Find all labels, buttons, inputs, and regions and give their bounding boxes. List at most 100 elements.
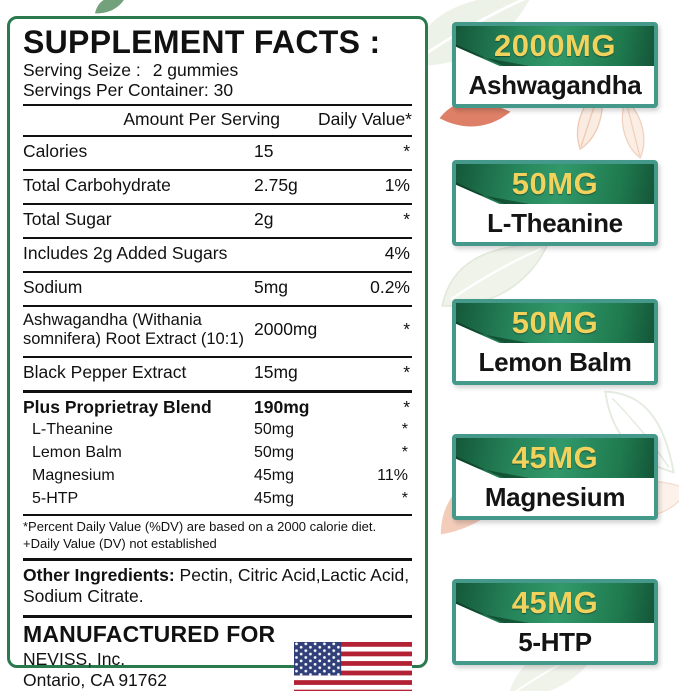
servings-per-container: Servings Per Container: 30 — [23, 80, 412, 101]
badge-l-theanine: 50MG L-Theanine — [452, 160, 658, 246]
badge-amount: 45MG — [511, 440, 599, 475]
footnote-line1: *Percent Daily Value (%DV) are based on … — [23, 518, 377, 534]
nutrient-dv: * — [403, 319, 410, 340]
nutrient-amount: 5mg — [254, 276, 289, 297]
divider — [23, 134, 412, 137]
badge-amount: 50MG — [511, 305, 599, 340]
supplement-facts-panel: SUPPLEMENT FACTS : Serving Seize : 2 gumm… — [7, 16, 428, 691]
blend-item-name: 5-HTP — [32, 490, 79, 508]
badge-ribbon: 45MG — [456, 583, 654, 623]
nutrient-dv: 1% — [384, 174, 410, 195]
blend-item-amount: 50mg — [254, 421, 295, 439]
nutrient-row: Ashwagandha (Withania somnifera) Root Ex… — [23, 307, 412, 353]
divider — [23, 103, 412, 106]
nutrient-name: Total Carbohydrate — [23, 174, 171, 195]
column-header-amount: Amount Per Serving — [123, 108, 280, 129]
nutrient-dv: * — [403, 208, 410, 229]
divider-thick — [23, 389, 412, 393]
badge-ribbon: 50MG — [456, 303, 654, 343]
blend-item-row: 5-HTP 45mg * — [23, 488, 412, 511]
nutrient-amount: 2g — [254, 208, 274, 229]
blend-amount: 190mg — [254, 396, 310, 417]
nutrient-dv: 4% — [384, 242, 410, 263]
footnote: *Percent Daily Value (%DV) are based on … — [23, 516, 412, 555]
badge-name: Lemon Balm — [478, 347, 632, 377]
nutrient-amount: 15 — [254, 140, 274, 161]
blend-item-row: L-Theanine 50mg * — [23, 419, 412, 442]
nutrient-amount: 2.75g — [254, 174, 298, 195]
divider — [23, 355, 412, 358]
nutrient-name: Sodium — [23, 276, 83, 297]
nutrient-dv: 0.2% — [370, 276, 410, 297]
nutrient-amount: 2000mg — [254, 319, 318, 340]
badge-magnesium: 45MG Magnesium — [452, 434, 658, 520]
nutrient-amount: 15mg — [254, 361, 298, 382]
blend-item-dv: * — [401, 421, 408, 439]
divider — [23, 202, 412, 205]
badge-5-htp: 45MG 5-HTP — [452, 579, 658, 665]
badge-amount: 45MG — [511, 585, 599, 620]
servings-value: 30 — [213, 80, 234, 101]
divider — [23, 270, 412, 273]
blend-item-amount: 45mg — [254, 490, 295, 508]
badge-ribbon: 2000MG — [456, 26, 654, 66]
manufactured-heading: MANUFACTURED FOR — [23, 621, 276, 648]
nutrient-dv: * — [403, 361, 410, 382]
servings-label: Servings Per Container: — [23, 80, 209, 101]
nutrient-dv: * — [403, 140, 410, 161]
divider — [23, 304, 412, 307]
nutrient-name: Ashwagandha (Withania somnifera) Root Ex… — [23, 310, 244, 348]
leaf-decoration — [95, 0, 124, 14]
other-ingredients-label: Other Ingredients: — [23, 564, 175, 585]
divider — [23, 236, 412, 239]
blend-item-row: Lemon Balm 50mg * — [23, 442, 412, 465]
blend-item-amount: 50mg — [254, 444, 295, 462]
badge-name: Magnesium — [484, 482, 626, 512]
us-flag — [294, 642, 412, 691]
nutrient-row: Total Sugar 2g * — [23, 205, 412, 234]
company-name: NEVISS, Inc. — [23, 649, 126, 670]
other-ingredients-text: Pectin, Citric Acid,Lactic Acid, Sodium … — [23, 564, 410, 607]
blend-name: Plus Proprietray Blend — [23, 396, 212, 417]
blend-item-dv: 11% — [377, 467, 408, 485]
facts-title: SUPPLEMENT FACTS : — [23, 24, 381, 60]
serving-size-label: Serving Seize : — [23, 59, 141, 80]
serving-size-value: 2 gummies — [152, 59, 239, 80]
badge-ribbon: 50MG — [456, 164, 654, 204]
column-header-daily-value: Daily Value* — [317, 108, 412, 129]
badge-ashwagandha: 2000MG Ashwagandha — [452, 22, 658, 108]
blend-item-name: Lemon Balm — [32, 444, 122, 462]
nutrient-name: Calories — [23, 140, 88, 161]
blend-item-amount: 45mg — [254, 467, 295, 485]
manufactured-for-section: MANUFACTURED FOR NEVISS, Inc. Ontario, C… — [23, 618, 412, 691]
badge-lemon-balm: 50MG Lemon Balm — [452, 299, 658, 385]
blend-dv: * — [403, 396, 410, 417]
badge-ribbon: 45MG — [456, 438, 654, 478]
divider-thick — [23, 615, 412, 619]
blend-item-name: Magnesium — [32, 467, 115, 485]
divider — [23, 168, 412, 171]
footnote-line2: +Daily Value (DV) not established — [23, 535, 217, 551]
badge-name: L-Theanine — [487, 208, 623, 238]
column-headers: Amount Per Serving Daily Value* — [23, 106, 412, 132]
blend-item-row: Magnesium 45mg 11% — [23, 465, 412, 488]
nutrient-row: Black Pepper Extract 15mg * — [23, 358, 412, 387]
divider — [23, 513, 412, 516]
blend-item-dv: * — [401, 490, 408, 508]
badge-name: Ashwagandha — [468, 70, 642, 100]
nutrient-name: Total Sugar — [23, 208, 112, 229]
blend-item-name: L-Theanine — [32, 421, 113, 439]
nutrient-row: Sodium 5mg 0.2% — [23, 273, 412, 302]
nutrient-name: Black Pepper Extract — [23, 361, 187, 382]
blend-item-dv: * — [401, 444, 408, 462]
nutrient-row: Total Carbohydrate 2.75g 1% — [23, 171, 412, 200]
badge-name: 5-HTP — [518, 627, 592, 657]
company-address: Ontario, CA 91762 — [23, 670, 167, 691]
nutrient-row: Calories 15 * — [23, 137, 412, 166]
badge-amount: 2000MG — [494, 28, 616, 63]
nutrient-row: Includes 2g Added Sugars 4% — [23, 239, 412, 268]
divider-thick — [23, 557, 412, 561]
badge-amount: 50MG — [511, 166, 599, 201]
blend-row: Plus Proprietray Blend 190mg * — [23, 393, 412, 419]
